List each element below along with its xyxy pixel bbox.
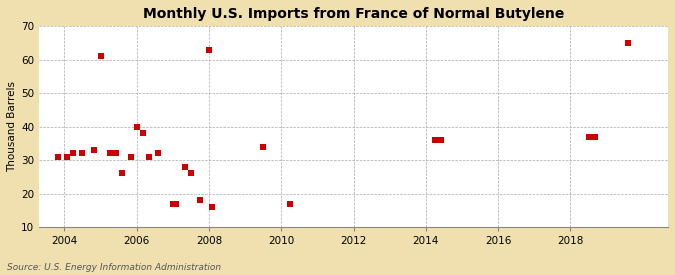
Point [285,201,296,206]
Point [170,201,181,206]
Y-axis label: Thousand Barrels: Thousand Barrels [7,81,17,172]
Point [138,131,148,136]
Point [143,155,154,159]
Point [125,155,136,159]
Point [180,165,190,169]
Title: Monthly U.S. Imports from France of Normal Butylene: Monthly U.S. Imports from France of Norm… [143,7,564,21]
Point [589,134,600,139]
Point [95,54,106,59]
Point [53,155,63,159]
Point [435,138,446,142]
Point [62,155,73,159]
Point [194,198,205,202]
Point [167,201,178,206]
Point [583,134,594,139]
Point [622,41,633,45]
Point [104,151,115,156]
Point [132,125,142,129]
Point [110,151,121,156]
Point [77,151,88,156]
Point [429,138,440,142]
Point [204,48,215,52]
Text: Source: U.S. Energy Information Administration: Source: U.S. Energy Information Administ… [7,263,221,272]
Point [89,148,100,152]
Point [258,145,269,149]
Point [207,205,217,209]
Point [153,151,163,156]
Point [186,171,196,176]
Point [116,171,127,176]
Point [68,151,79,156]
